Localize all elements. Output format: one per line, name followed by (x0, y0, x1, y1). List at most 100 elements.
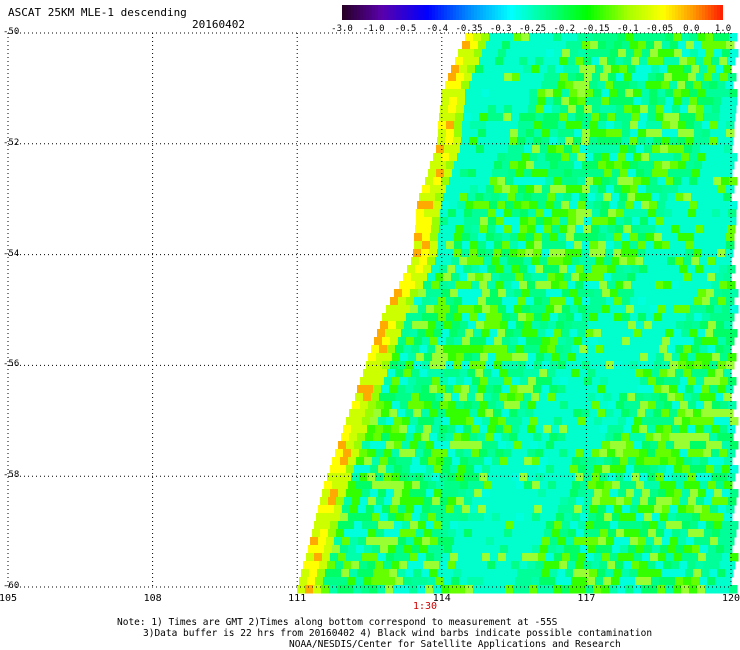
data-cell (576, 377, 585, 386)
data-cell (453, 249, 462, 258)
data-cell (587, 393, 596, 402)
data-cell (616, 217, 625, 226)
data-cell (494, 185, 503, 194)
data-cell (342, 505, 351, 514)
data-cell (565, 249, 574, 258)
colorbar-segment (624, 5, 628, 20)
data-cell (489, 201, 498, 210)
data-cell (492, 457, 501, 466)
data-cell (667, 393, 676, 402)
data-cell (718, 297, 727, 306)
data-cell (695, 57, 704, 66)
data-cell (674, 465, 683, 474)
data-cell (672, 529, 681, 538)
data-cell (654, 129, 663, 138)
data-cell (470, 505, 479, 514)
data-cell (591, 425, 600, 434)
data-cell (529, 153, 538, 162)
data-cell (379, 369, 388, 378)
data-cell (469, 433, 478, 442)
data-cell (544, 377, 553, 386)
data-cell (479, 281, 488, 290)
data-cell (665, 585, 674, 594)
data-cell (509, 409, 518, 418)
data-cell (474, 417, 483, 426)
data-cell (543, 225, 552, 234)
data-cell (713, 89, 722, 98)
data-cell (497, 177, 506, 186)
data-cell (540, 481, 549, 490)
data-cell (700, 321, 709, 330)
data-cell (509, 385, 518, 394)
data-cell (470, 129, 479, 138)
data-cell (697, 329, 706, 338)
data-cell (690, 289, 699, 298)
data-cell (560, 401, 569, 410)
data-cell (395, 369, 404, 378)
data-cell (528, 217, 537, 226)
colorbar-segment (438, 5, 442, 20)
data-cell (496, 497, 505, 506)
data-cell (476, 321, 485, 330)
data-cell (628, 169, 637, 178)
data-cell (726, 241, 735, 250)
data-cell (701, 137, 710, 146)
data-cell (588, 513, 597, 522)
data-cell (560, 73, 569, 82)
data-cell (522, 441, 531, 450)
data-cell (512, 497, 521, 506)
data-cell (552, 529, 561, 538)
data-cell (584, 497, 593, 506)
colorbar-segment (645, 5, 649, 20)
data-cell (386, 305, 395, 314)
data-cell (569, 153, 578, 162)
data-cell (446, 233, 455, 242)
data-cell (573, 409, 582, 418)
data-cell (391, 425, 400, 434)
data-cell (602, 521, 611, 530)
colorbar-segment (705, 5, 709, 20)
data-cell (675, 577, 684, 586)
data-cell (723, 393, 732, 402)
data-cell (465, 177, 474, 186)
data-cell (707, 65, 716, 74)
data-cell (537, 33, 546, 42)
data-cell (720, 73, 729, 82)
data-cell (501, 249, 510, 258)
data-cell (585, 33, 594, 42)
data-cell (465, 89, 474, 98)
data-cell (542, 361, 551, 370)
data-cell (707, 257, 716, 266)
data-cell (430, 233, 439, 242)
data-cell (482, 553, 491, 562)
data-cell (441, 585, 450, 594)
data-cell (562, 417, 571, 426)
data-cell (407, 561, 416, 570)
data-cell (513, 201, 522, 210)
data-cell (686, 161, 695, 170)
data-cell (724, 321, 733, 330)
data-cell (469, 409, 478, 418)
data-cell (672, 377, 681, 386)
colorbar-segment (609, 5, 613, 20)
data-cell (632, 353, 641, 362)
data-cell (332, 457, 341, 466)
data-cell (363, 393, 372, 402)
data-cell (546, 289, 555, 298)
data-cell (446, 161, 455, 170)
data-cell (466, 521, 475, 530)
data-cell (581, 81, 590, 90)
data-cell (497, 97, 506, 106)
data-cell (726, 233, 735, 242)
data-cell (674, 553, 683, 562)
data-cell (507, 273, 516, 282)
data-cell (586, 305, 595, 314)
colorbar-segment (600, 5, 604, 20)
data-cell (569, 97, 578, 106)
data-cell (623, 473, 632, 482)
data-cell (535, 57, 544, 66)
data-cell (494, 361, 503, 370)
data-cell (592, 209, 601, 218)
data-cell (708, 457, 717, 466)
data-cell (432, 209, 441, 218)
